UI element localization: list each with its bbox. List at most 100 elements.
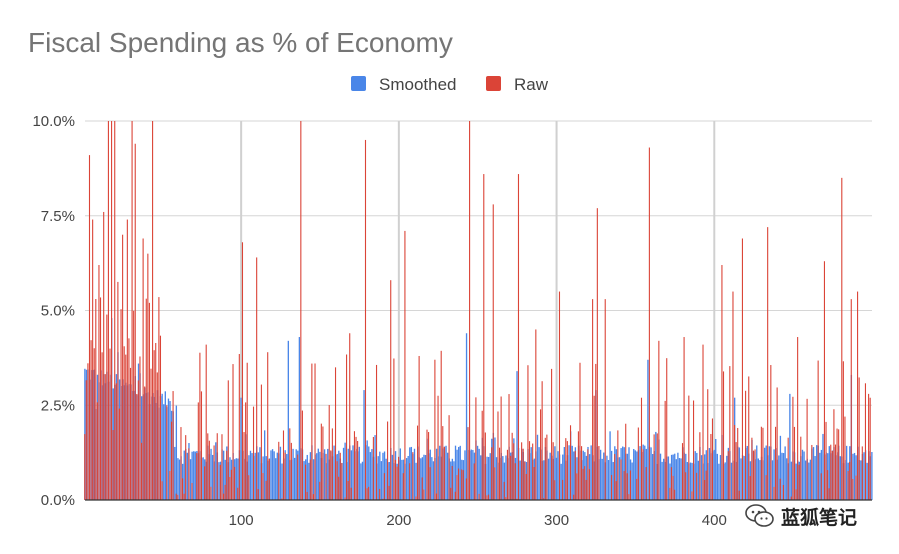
- bar-smoothed: [407, 455, 409, 500]
- bar-smoothed: [323, 449, 326, 500]
- bar-raw: [566, 441, 568, 500]
- bar-raw: [123, 346, 125, 500]
- bar-raw: [227, 380, 229, 500]
- bar-smoothed: [816, 445, 818, 500]
- bar-smoothed: [669, 463, 671, 500]
- bar-raw: [614, 454, 616, 500]
- bar-smoothed: [674, 453, 676, 500]
- bar-raw: [122, 234, 124, 500]
- bar-smoothed: [316, 453, 318, 500]
- bar-smoothed: [465, 333, 468, 500]
- bar-raw: [584, 466, 586, 500]
- bar-raw: [435, 493, 438, 500]
- bar-raw: [834, 444, 837, 500]
- bar-raw: [188, 448, 190, 500]
- bar-smoothed: [573, 451, 575, 500]
- bar-raw: [615, 481, 617, 500]
- bar-smoothed: [822, 433, 824, 500]
- bar-raw: [93, 348, 95, 500]
- bar-raw: [207, 433, 209, 500]
- bar-raw: [185, 435, 187, 500]
- bar-smoothed: [352, 445, 354, 500]
- bar-raw: [394, 459, 397, 500]
- bar-raw: [379, 488, 381, 500]
- bar-raw: [729, 366, 731, 500]
- y-tick-label: 2.5%: [41, 397, 75, 414]
- bar-raw: [833, 409, 835, 500]
- bar-raw: [574, 450, 576, 500]
- bar-smoothed: [765, 445, 767, 500]
- bar-smoothed: [778, 455, 780, 500]
- bar-smoothed: [363, 390, 365, 500]
- bar-raw: [582, 468, 584, 500]
- bar-raw: [642, 449, 644, 500]
- bar-raw: [268, 459, 270, 500]
- bar-raw: [823, 261, 826, 500]
- bar-smoothed: [563, 447, 566, 500]
- bar-raw: [707, 389, 709, 500]
- bar-raw: [849, 461, 851, 500]
- bar-smoothed: [276, 452, 278, 500]
- bar-raw: [541, 381, 543, 500]
- bar-raw: [161, 481, 163, 500]
- bar-smoothed: [560, 463, 562, 500]
- bar-raw: [243, 432, 245, 500]
- bar-raw: [415, 496, 417, 500]
- bar-smoothed: [634, 450, 636, 500]
- bar-smoothed: [786, 458, 788, 500]
- bar-raw: [604, 299, 606, 500]
- legend[interactable]: Smoothed Raw: [351, 75, 549, 94]
- bar-smoothed: [169, 401, 171, 500]
- bar-raw: [282, 430, 285, 500]
- bar-smoothed: [293, 457, 296, 500]
- bar-raw: [595, 363, 597, 500]
- bar-smoothed: [366, 440, 368, 500]
- bar-smoothed: [210, 448, 212, 500]
- series-raw: [84, 121, 871, 501]
- bar-raw: [230, 469, 232, 500]
- bar-raw: [88, 155, 91, 501]
- watermark-text: 蓝狐笔记: [781, 506, 858, 529]
- bar-raw: [748, 376, 750, 500]
- bar-smoothed: [224, 459, 226, 500]
- bar-smoothed: [819, 452, 821, 500]
- bar-raw: [423, 489, 425, 500]
- bar-raw: [322, 426, 324, 500]
- bar-raw: [852, 478, 854, 500]
- bar-raw: [842, 361, 844, 500]
- legend-label-smoothed: Smoothed: [379, 75, 457, 94]
- bar-raw: [787, 437, 789, 500]
- bar-smoothed: [450, 461, 452, 500]
- bar-raw: [148, 302, 150, 500]
- bar-smoothed: [275, 458, 277, 500]
- bar-raw: [314, 363, 316, 500]
- bar-raw: [462, 470, 464, 500]
- bar-raw: [328, 405, 330, 500]
- bar-raw: [112, 430, 114, 500]
- bar-smoothed: [281, 463, 283, 500]
- bar-smoothed: [773, 449, 775, 500]
- bar-raw: [711, 418, 714, 500]
- bar-raw: [238, 354, 240, 500]
- bar-raw: [200, 391, 203, 500]
- bar-smoothed: [319, 451, 321, 500]
- legend-swatch-smoothed: [351, 76, 366, 91]
- bar-raw: [831, 450, 833, 500]
- bar-raw: [223, 493, 225, 500]
- bar-smoothed: [333, 445, 335, 500]
- bar-smoothed: [557, 451, 559, 500]
- bar-raw: [320, 423, 322, 500]
- bar-raw: [527, 365, 529, 500]
- bar-smoothed: [768, 446, 771, 500]
- bar-raw: [139, 356, 141, 500]
- bar-smoothed: [399, 448, 401, 500]
- bar-smoothed: [249, 450, 252, 500]
- bar-raw: [368, 486, 370, 500]
- bar-smoothed: [756, 445, 758, 500]
- bar-raw: [626, 473, 628, 500]
- bar-raw: [637, 427, 639, 500]
- bar-smoothed: [663, 458, 665, 500]
- bar-smoothed: [454, 445, 457, 500]
- bar-raw: [246, 362, 248, 500]
- bar-smoothed: [459, 445, 461, 500]
